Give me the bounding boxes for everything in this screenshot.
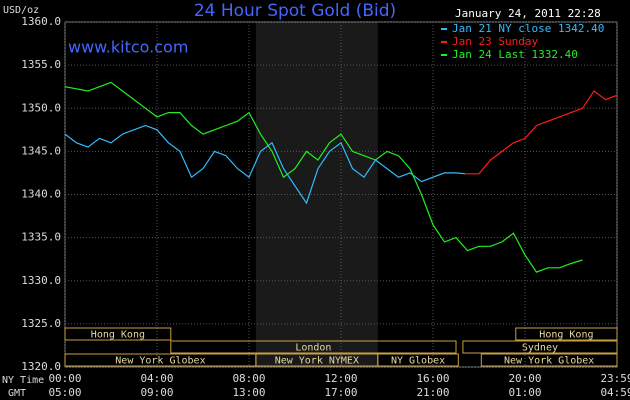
price-line [64, 124, 466, 205]
session-box [377, 353, 459, 367]
legend-label: Jan 23 Sunday [452, 35, 538, 48]
y-tick-label: 1340.0 [21, 188, 61, 201]
y-tick-label: 1320.0 [21, 360, 61, 373]
x-tick-label: 20:00 [508, 372, 541, 385]
session-label: Sydney [522, 343, 558, 354]
y-tick-label: 1335.0 [21, 231, 61, 244]
y-tick-label: 1330.0 [21, 274, 61, 287]
price-line [465, 90, 618, 175]
session-label: Hong Kong [91, 330, 145, 341]
y-tick-label: 1360.0 [21, 15, 61, 28]
y-axis-label: USD/oz [3, 5, 39, 16]
legend-label: Jan 21 NY close 1342.40 [452, 22, 604, 35]
x2-tick-label: 13:00 [232, 386, 265, 399]
session-box [64, 327, 172, 341]
x2-tick-label: 01:00 [508, 386, 541, 399]
x-tick-label: 23:59 [600, 372, 630, 385]
session-label: NY Globex [391, 356, 445, 367]
y-tick-label: 1325.0 [21, 317, 61, 330]
x2-tick-label: 05:00 [48, 386, 81, 399]
x-row-label: NY Time [2, 375, 44, 386]
session-label: Hong Kong [539, 330, 593, 341]
session-label: New York Globex [115, 356, 205, 367]
legend-label: Jan 24 Last 1332.40 [452, 48, 578, 61]
price-line [64, 81, 583, 273]
session-label: New York NYMEX [275, 356, 359, 367]
chart-title: 24 Hour Spot Gold (Bid) [194, 1, 396, 21]
session-box [170, 340, 457, 354]
session-box [515, 327, 618, 341]
x2-tick-label: 17:00 [324, 386, 357, 399]
x-tick-label: 08:00 [232, 372, 265, 385]
y-tick-label: 1350.0 [21, 101, 61, 114]
watermark: www.kitco.com [68, 38, 188, 57]
x-tick-label: 00:00 [48, 372, 81, 385]
x-row-label: GMT [8, 388, 26, 399]
y-tick-label: 1345.0 [21, 144, 61, 157]
x2-tick-label: 21:00 [416, 386, 449, 399]
y-tick-label: 1355.0 [21, 58, 61, 71]
session-label: New York Globex [504, 356, 594, 367]
x-tick-label: 04:00 [140, 372, 173, 385]
x2-tick-label: 09:00 [140, 386, 173, 399]
x2-tick-label: 04:59 [600, 386, 630, 399]
x-tick-label: 12:00 [324, 372, 357, 385]
session-label: London [295, 343, 331, 354]
session-box [462, 340, 618, 354]
session-shade [255, 22, 378, 367]
timestamp: January 24, 2011 22:28 [455, 7, 601, 20]
session-box [480, 353, 618, 367]
x-tick-label: 16:00 [416, 372, 449, 385]
